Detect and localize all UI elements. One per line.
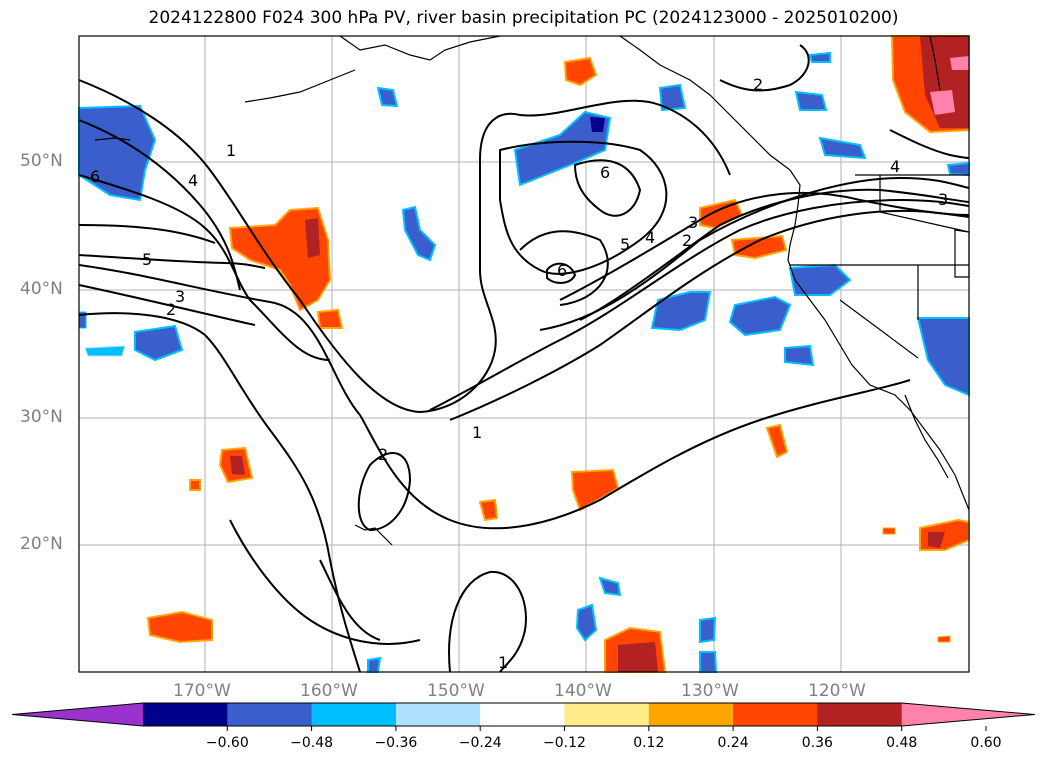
contour-label-2d: 2 (378, 445, 388, 464)
contour-label-1b: 1 (472, 423, 482, 442)
map-title: 2024122800 F024 300 hPa PV, river basin … (148, 8, 899, 28)
lat-label-40: 40°N (20, 279, 63, 299)
contour-label-5b: 5 (620, 235, 630, 254)
contour-label-3b: 3 (688, 213, 698, 232)
contour-label-6a: 6 (90, 167, 100, 186)
colorbar-tick-label: 0.36 (801, 735, 833, 751)
colorbar-tick-label: 0.48 (886, 735, 918, 751)
colorbar-segment (564, 703, 650, 726)
lat-label-30: 30°N (20, 407, 63, 427)
lon-label-170w: 170°W (173, 681, 231, 701)
contour-labels: 1 6 4 5 3 2 6 6 5 4 3 2 2 4 3 1 2 1 (90, 75, 948, 672)
colorbar-tick-label: −0.24 (458, 735, 502, 751)
contour-label-6c: 6 (557, 261, 567, 280)
colorbar-extend-high (901, 703, 1035, 726)
map-panel: 1 6 4 5 3 2 6 6 5 4 3 2 2 4 3 1 2 1 (78, 35, 970, 673)
contour-label-1a: 1 (226, 141, 236, 160)
colorbar-segment (227, 703, 313, 726)
colorbar-extend-low (12, 703, 143, 726)
colorbar-tick-label: −0.60 (205, 735, 249, 751)
colorbar-outline (11, 702, 1036, 727)
lon-label-150w: 150°W (427, 681, 485, 701)
contour-label-2a: 2 (166, 300, 176, 319)
contour-label-5a: 5 (142, 250, 152, 269)
colorbar-tick-label: 0.24 (717, 735, 749, 751)
colorbar-tick-label: −0.12 (543, 735, 586, 751)
pv-contours (78, 44, 970, 673)
lat-label-20: 20°N (20, 534, 63, 554)
contour-label-3c: 3 (938, 190, 948, 209)
contour-label-2c: 2 (753, 75, 763, 94)
lon-label-160w: 160°W (300, 681, 358, 701)
colorbar-tick-label: −0.48 (290, 735, 334, 751)
contour-label-1c: 1 (498, 653, 508, 672)
contour-label-4a: 4 (188, 171, 198, 190)
colorbar (11, 702, 1036, 731)
contour-label-3a: 3 (175, 287, 185, 306)
map-background (79, 36, 969, 672)
colorbar-segment (143, 703, 228, 726)
colorbar-segment (817, 703, 903, 726)
contour-label-4b: 4 (645, 228, 655, 247)
colorbar-segment (648, 703, 734, 726)
contour-label-2b: 2 (682, 231, 692, 250)
precip-positive-areas (146, 35, 970, 673)
colorbar-segment (733, 703, 818, 726)
precip-negative-areas (78, 51, 970, 673)
coastlines (94, 35, 970, 546)
colorbar-segment (480, 703, 565, 726)
lon-label-140w: 140°W (554, 681, 612, 701)
lat-label-50: 50°N (20, 151, 63, 171)
contour-label-6b: 6 (600, 163, 610, 182)
colorbar-tick-label: −0.36 (374, 735, 418, 751)
colorbar-tick-label: 0.60 (970, 735, 1002, 751)
colorbar-segment (311, 703, 397, 726)
lon-label-120w: 120°W (808, 681, 866, 701)
lon-label-130w: 130°W (681, 681, 739, 701)
map-frame (78, 35, 970, 673)
colorbar-segment (395, 703, 481, 726)
contour-label-4c: 4 (890, 157, 900, 176)
colorbar-tick-label: 0.12 (633, 735, 665, 751)
